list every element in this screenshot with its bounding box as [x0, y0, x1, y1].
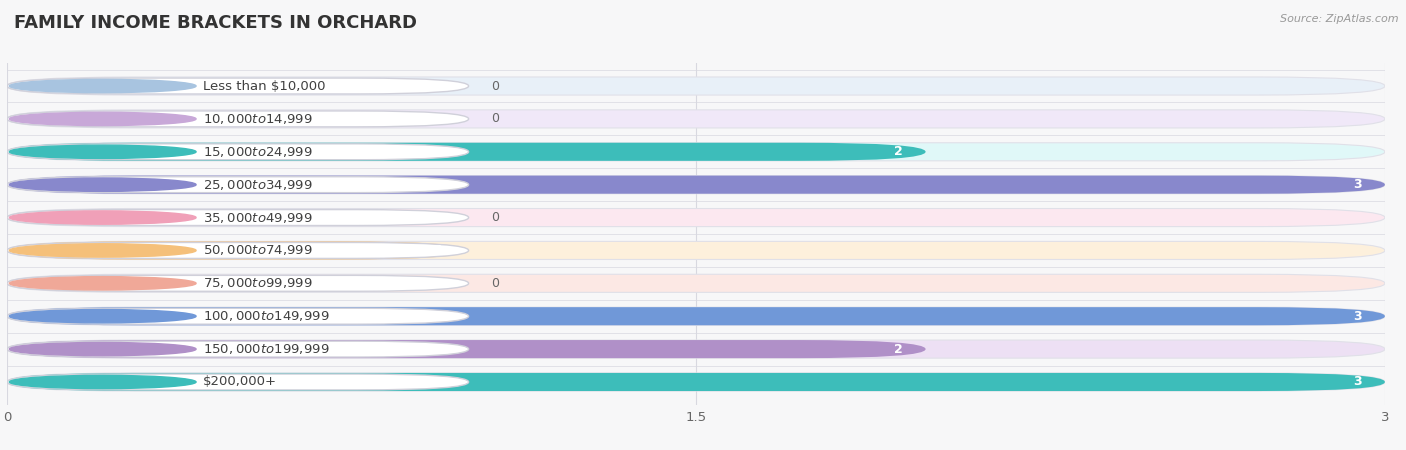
FancyBboxPatch shape [7, 241, 467, 260]
FancyBboxPatch shape [7, 373, 1385, 391]
Text: $75,000 to $99,999: $75,000 to $99,999 [202, 276, 312, 290]
FancyBboxPatch shape [7, 243, 468, 258]
FancyBboxPatch shape [7, 208, 1385, 227]
Text: $100,000 to $149,999: $100,000 to $149,999 [202, 309, 329, 323]
Text: $25,000 to $34,999: $25,000 to $34,999 [202, 178, 312, 192]
Circle shape [10, 145, 195, 158]
FancyBboxPatch shape [7, 373, 1385, 391]
FancyBboxPatch shape [7, 77, 1385, 95]
FancyBboxPatch shape [7, 177, 468, 193]
Text: 1: 1 [434, 244, 443, 257]
FancyBboxPatch shape [7, 307, 1385, 325]
Text: 3: 3 [1354, 178, 1362, 191]
Text: Less than $10,000: Less than $10,000 [202, 80, 325, 93]
Circle shape [10, 112, 195, 126]
Text: 0: 0 [492, 112, 499, 126]
Circle shape [10, 310, 195, 323]
FancyBboxPatch shape [7, 210, 468, 225]
Text: $200,000+: $200,000+ [202, 375, 277, 388]
Text: 3: 3 [1354, 375, 1362, 388]
Text: 2: 2 [894, 145, 903, 158]
Text: 0: 0 [492, 211, 499, 224]
FancyBboxPatch shape [7, 78, 468, 94]
FancyBboxPatch shape [7, 143, 925, 161]
FancyBboxPatch shape [7, 274, 1385, 292]
Text: 0: 0 [492, 277, 499, 290]
FancyBboxPatch shape [7, 144, 468, 160]
FancyBboxPatch shape [7, 143, 1385, 161]
FancyBboxPatch shape [7, 110, 1385, 128]
Text: $50,000 to $74,999: $50,000 to $74,999 [202, 243, 312, 257]
Text: FAMILY INCOME BRACKETS IN ORCHARD: FAMILY INCOME BRACKETS IN ORCHARD [14, 14, 418, 32]
FancyBboxPatch shape [7, 176, 1385, 194]
Text: $150,000 to $199,999: $150,000 to $199,999 [202, 342, 329, 356]
Text: 0: 0 [492, 80, 499, 93]
Circle shape [10, 178, 195, 191]
Text: $15,000 to $24,999: $15,000 to $24,999 [202, 145, 312, 159]
FancyBboxPatch shape [7, 374, 468, 390]
FancyBboxPatch shape [7, 307, 1385, 325]
Circle shape [10, 211, 195, 224]
Circle shape [10, 342, 195, 356]
FancyBboxPatch shape [7, 341, 468, 357]
Circle shape [10, 244, 195, 257]
FancyBboxPatch shape [7, 308, 468, 324]
FancyBboxPatch shape [7, 111, 468, 127]
FancyBboxPatch shape [7, 340, 1385, 358]
Text: $35,000 to $49,999: $35,000 to $49,999 [202, 211, 312, 225]
Text: 3: 3 [1354, 310, 1362, 323]
Text: $10,000 to $14,999: $10,000 to $14,999 [202, 112, 312, 126]
FancyBboxPatch shape [7, 275, 468, 291]
Circle shape [10, 277, 195, 290]
Circle shape [10, 375, 195, 389]
FancyBboxPatch shape [7, 176, 1385, 194]
Text: Source: ZipAtlas.com: Source: ZipAtlas.com [1281, 14, 1399, 23]
Text: 2: 2 [894, 342, 903, 356]
FancyBboxPatch shape [7, 340, 925, 358]
FancyBboxPatch shape [7, 241, 1385, 260]
Circle shape [10, 79, 195, 93]
